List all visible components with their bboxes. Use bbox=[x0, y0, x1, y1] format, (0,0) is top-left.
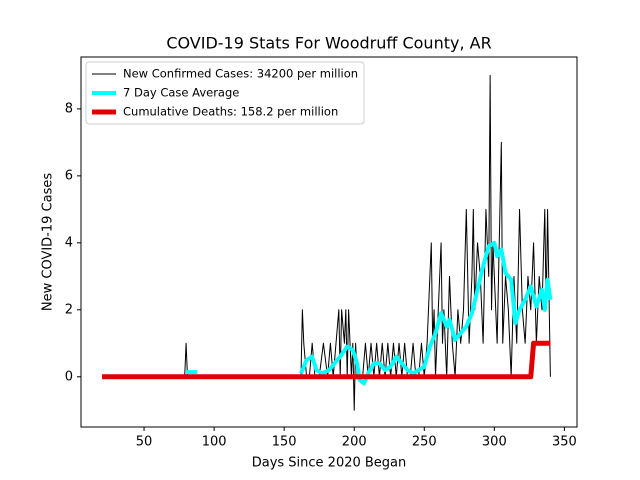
y-tick-label: 6 bbox=[65, 168, 73, 183]
x-tick-label: 200 bbox=[342, 435, 367, 450]
series-line bbox=[102, 340, 551, 380]
y-tick-label: 8 bbox=[65, 101, 73, 116]
x-tick-label: 250 bbox=[412, 435, 437, 450]
x-tick-label: 100 bbox=[202, 435, 227, 450]
x-tick-label: 300 bbox=[482, 435, 507, 450]
y-tick-label: 2 bbox=[65, 302, 73, 317]
x-tick-label: 150 bbox=[272, 435, 297, 450]
plot-frame bbox=[80, 56, 578, 428]
series-line bbox=[186, 240, 553, 386]
legend-box bbox=[85, 61, 365, 125]
legend-label: New Confirmed Cases: 34200 per million bbox=[123, 67, 358, 81]
y-tick-label: 0 bbox=[65, 369, 73, 384]
legend-label: 7 Day Case Average bbox=[123, 86, 239, 100]
x-tick-label: 350 bbox=[552, 435, 577, 450]
y-axis-label: New COVID-19 Cases bbox=[41, 173, 56, 311]
x-tick-label: 50 bbox=[136, 435, 153, 450]
y-tick-label: 4 bbox=[65, 235, 73, 250]
legend-label: Cumulative Deaths: 158.2 per million bbox=[123, 105, 338, 119]
x-axis-label: Days Since 2020 Began bbox=[252, 456, 407, 471]
chart-title: COVID-19 Stats For Woodruff County, AR bbox=[166, 34, 491, 53]
